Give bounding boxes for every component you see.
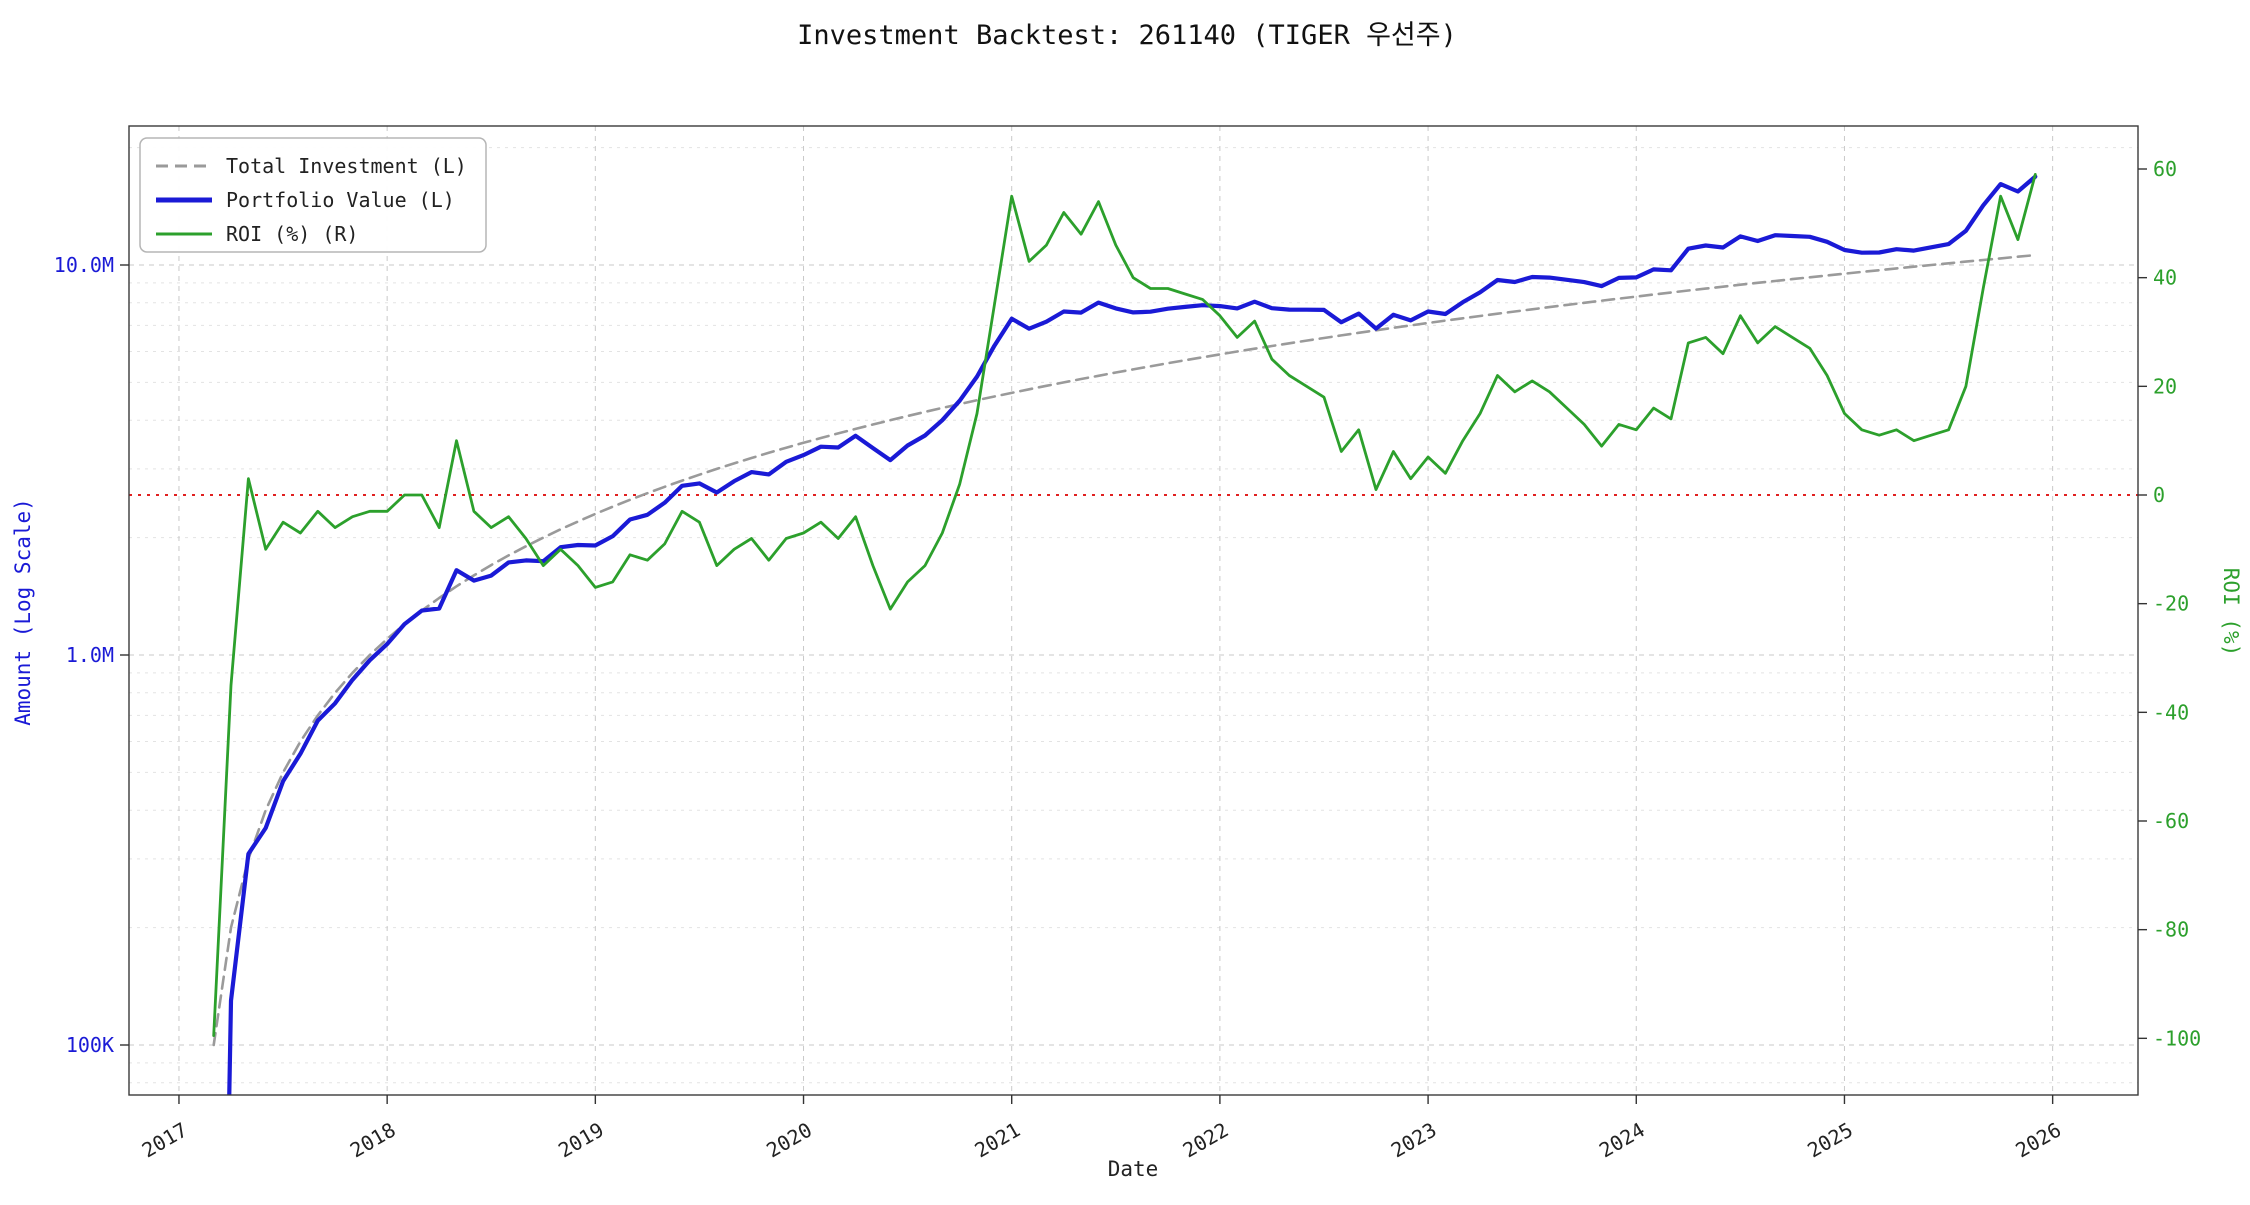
series-lines <box>212 172 2038 1095</box>
legend-label-roi: ROI (%) (R) <box>226 222 358 246</box>
y-right-tick-label: -60 <box>2153 809 2189 833</box>
y-left-tick-label: 10.0M <box>54 253 114 277</box>
y-left-tick-label: 1.0M <box>66 643 114 667</box>
chart-title: Investment Backtest: 261140 (TIGER 우선주) <box>797 20 1457 51</box>
legend-label-portfolio-value: Portfolio Value (L) <box>226 188 455 212</box>
roi-line <box>212 172 2037 1037</box>
grid <box>129 126 2138 1095</box>
y-right-tick-label: -100 <box>2153 1026 2201 1050</box>
y-left-tick-label: 100K <box>66 1033 114 1057</box>
y-right-tick-label: 0 <box>2153 483 2165 507</box>
x-axis-label: Date <box>1108 1157 1159 1181</box>
y-left-axis-label: Amount (Log Scale) <box>11 498 35 726</box>
y-right-tick-label: -80 <box>2153 918 2189 942</box>
portfolio-value-line <box>227 174 2038 1095</box>
plot-border <box>128 125 2139 1096</box>
y-right-tick-label: -40 <box>2153 700 2189 724</box>
y-right-tick-label: -20 <box>2153 592 2189 616</box>
y-right-tick-label: 40 <box>2153 266 2177 290</box>
legend: Total Investment (L) Portfolio Value (L)… <box>139 137 487 253</box>
legend-label-total-investment: Total Investment (L) <box>226 154 467 178</box>
total-investment-line <box>212 253 2037 1047</box>
y-right-axis-label: ROI (%) <box>2219 568 2243 657</box>
legend-box <box>139 137 487 253</box>
y-right-tick-label: 20 <box>2153 374 2177 398</box>
y-right-tick-label: 60 <box>2153 157 2177 181</box>
